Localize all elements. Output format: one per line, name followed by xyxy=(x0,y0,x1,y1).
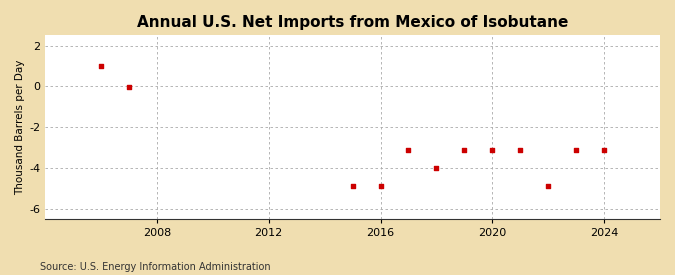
Point xyxy=(571,147,582,152)
Point xyxy=(487,147,497,152)
Point xyxy=(459,147,470,152)
Title: Annual U.S. Net Imports from Mexico of Isobutane: Annual U.S. Net Imports from Mexico of I… xyxy=(137,15,568,30)
Point xyxy=(124,85,134,90)
Text: Source: U.S. Energy Information Administration: Source: U.S. Energy Information Administ… xyxy=(40,262,271,272)
Point xyxy=(515,147,526,152)
Point xyxy=(347,184,358,189)
Point xyxy=(375,184,386,189)
Point xyxy=(543,184,554,189)
Point xyxy=(403,147,414,152)
Point xyxy=(431,166,442,170)
Point xyxy=(96,64,107,68)
Point xyxy=(599,147,610,152)
Y-axis label: Thousand Barrels per Day: Thousand Barrels per Day xyxy=(15,59,25,195)
